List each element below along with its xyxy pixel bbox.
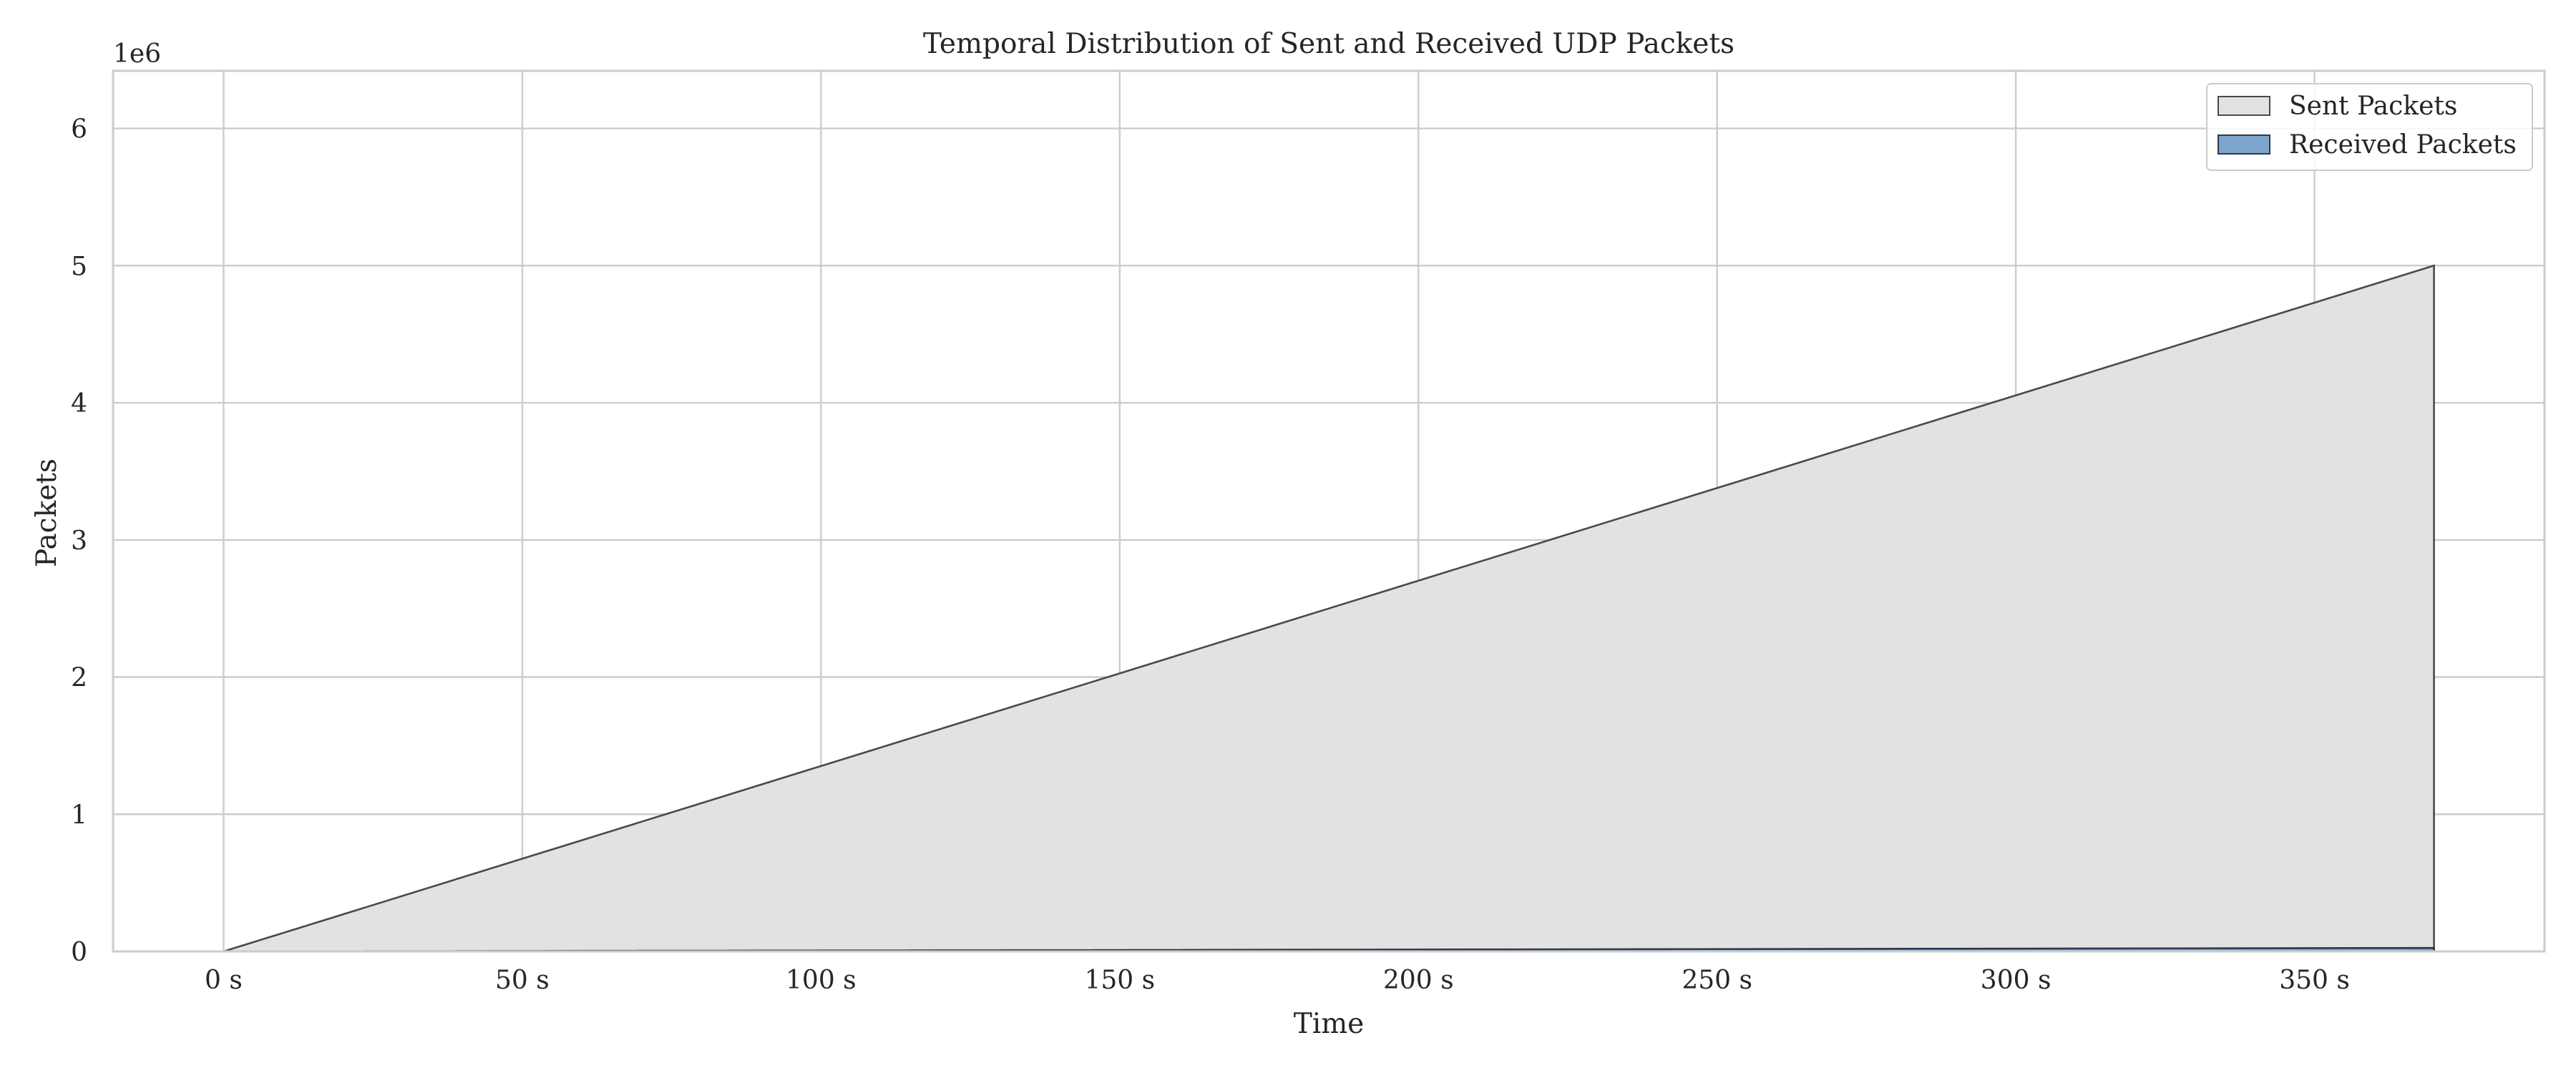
x-tick-label: 200 s xyxy=(1383,966,1454,995)
plot-frame xyxy=(112,69,2546,953)
legend-swatch-received xyxy=(2218,134,2270,155)
x-tick-labels: 0 s 50 s 100 s 150 s 200 s 250 s 300 s 350 s xyxy=(205,966,2350,995)
x-tick-label: 300 s xyxy=(1981,966,2051,995)
y-offset-label: 1e6 xyxy=(113,39,161,69)
x-tick-label: 0 s xyxy=(205,966,243,995)
chart-title: Temporal Distribution of Sent and Receiv… xyxy=(923,28,1735,60)
y-tick-label: 0 xyxy=(71,938,87,967)
y-tick-label: 3 xyxy=(71,526,87,556)
y-tick-label: 6 xyxy=(71,115,87,144)
area-series-layer xyxy=(223,264,2435,953)
legend: Sent Packets Received Packets xyxy=(2206,83,2533,171)
legend-label-sent: Sent Packets xyxy=(2289,92,2457,121)
y-tick-labels: 0 1 2 3 4 5 6 xyxy=(71,115,87,967)
y-tick-label: 2 xyxy=(71,664,87,693)
x-tick-label: 150 s xyxy=(1084,966,1155,995)
y-tick-label: 4 xyxy=(71,389,87,418)
x-tick-label: 50 s xyxy=(495,966,550,995)
x-axis-title: Time xyxy=(1294,1008,1365,1040)
legend-frame xyxy=(2206,83,2533,171)
x-tick-label: 250 s xyxy=(1682,966,1752,995)
y-axis-title: Packets xyxy=(31,459,63,567)
x-tick-label: 350 s xyxy=(2279,966,2350,995)
x-tick-label: 100 s xyxy=(786,966,857,995)
area-series-sent xyxy=(223,264,2435,953)
y-tick-label: 5 xyxy=(71,252,87,281)
axes-spines xyxy=(112,69,2546,953)
legend-label-received: Received Packets xyxy=(2289,130,2517,160)
y-tick-label: 1 xyxy=(71,800,87,830)
legend-swatch-sent xyxy=(2218,96,2270,116)
